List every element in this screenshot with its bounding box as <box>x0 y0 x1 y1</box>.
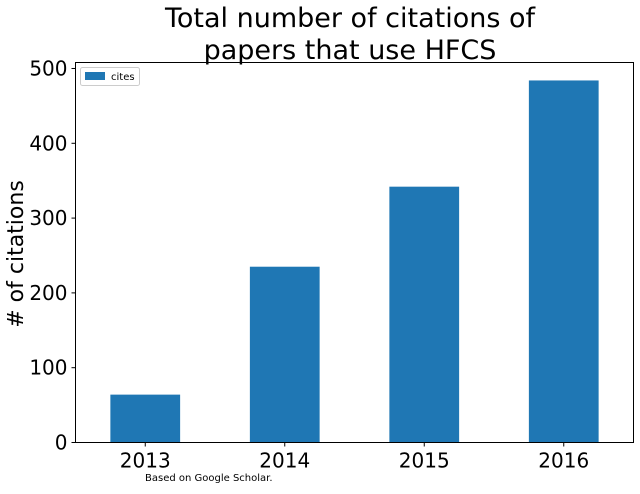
y-axis: 0 100 200 300 400 500 <box>29 56 76 455</box>
y-axis-label: # of citations <box>4 180 29 328</box>
x-tick-label: 2013 <box>120 449 171 473</box>
x-axis: 2013 2014 2015 2016 <box>120 442 589 473</box>
y-tick-label: 200 <box>29 281 67 305</box>
legend-label: cites <box>111 72 135 83</box>
chart-title-line: Total number of citations of <box>164 3 537 34</box>
x-tick-label: 2015 <box>399 449 450 473</box>
bar-2014 <box>249 266 320 443</box>
chart-title-line: papers that use HFCS <box>204 35 497 66</box>
y-tick-label: 400 <box>29 131 67 155</box>
y-tick-label: 500 <box>29 56 67 80</box>
bar-2016 <box>528 80 599 443</box>
x-tick-label: 2016 <box>538 449 589 473</box>
bar-2013 <box>110 394 181 443</box>
footnote: Based on Google Scholar. <box>145 473 273 484</box>
legend-swatch <box>85 72 105 80</box>
plot-frame <box>75 62 634 443</box>
y-tick-label: 100 <box>29 356 67 380</box>
bars <box>110 80 599 443</box>
y-tick-label: 0 <box>55 431 68 455</box>
y-tick-label: 300 <box>29 206 67 230</box>
legend: cites <box>80 67 140 86</box>
x-tick-label: 2014 <box>259 449 310 473</box>
bar-2015 <box>389 186 460 443</box>
